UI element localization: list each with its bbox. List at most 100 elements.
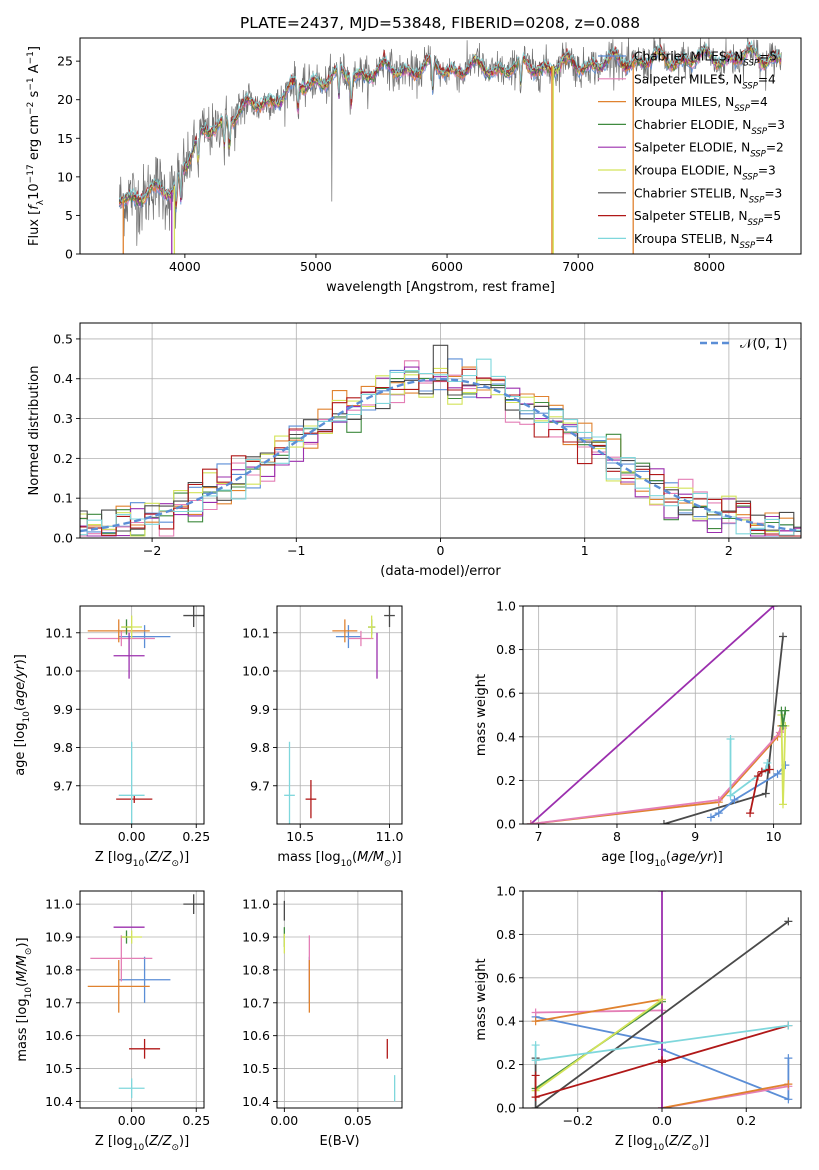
z-weight-xtick-label: 0.2	[736, 1113, 756, 1128]
mass-age-plot	[284, 606, 395, 824]
legend-label: Kroupa ELODIE, NSSP=3	[634, 164, 776, 183]
age-weight-marker	[706, 813, 715, 822]
age-weight-ytick-label: 0.2	[496, 773, 516, 788]
age-weight-marker	[714, 809, 723, 818]
age-weight-marker	[769, 606, 778, 610]
z-age-xlabel: Z [log10(Z/Z⊙)]	[95, 850, 189, 869]
age-weight-xtick-label: 10	[766, 829, 782, 844]
age-weight-marker	[526, 820, 535, 824]
mass-age-ytick-label: 9.8	[250, 740, 270, 755]
mass-age-point	[332, 619, 358, 643]
residuals-xtick-label: 2	[725, 543, 733, 558]
age-weight-xtick-label: 8	[613, 829, 621, 844]
z-weight-marker	[784, 1021, 793, 1030]
z-mass-axes	[80, 891, 204, 1108]
age-weight-xtick-label: 7	[535, 829, 543, 844]
age-weight-spine	[522, 605, 802, 825]
age-weight-marker	[730, 796, 739, 805]
legend-label: Chabrier STELIB, NSSP=3	[634, 186, 782, 205]
spectrum-ytick-label: 5	[65, 208, 73, 223]
mass-age-spine	[276, 605, 403, 825]
spectrum-spine	[79, 37, 802, 255]
z-age-point	[116, 795, 153, 803]
residuals-ytick-label: 0.0	[53, 531, 73, 546]
residual-histogram	[80, 360, 801, 537]
ebv-mass-ytick-label: 10.8	[242, 962, 270, 977]
mass-age-ytick-label: 10.0	[242, 664, 270, 679]
mass-age-point	[384, 606, 395, 628]
age-weight-marker	[763, 758, 772, 767]
age-weight-marker	[659, 820, 668, 824]
z-age-point	[118, 625, 171, 649]
z-mass-point	[121, 930, 142, 944]
z-weight-ytick-label: 0.8	[496, 927, 516, 942]
spectrum-xtick-label: 7000	[562, 259, 594, 274]
z-age-point	[118, 741, 145, 824]
z-weight-ytick-label: 0.4	[496, 1014, 516, 1029]
ebv-mass-xlabel: E(B-V)	[319, 1134, 359, 1149]
z-weight-plot	[531, 891, 793, 1108]
age-weight-xtick-label: 9	[691, 829, 699, 844]
age-weight-marker	[778, 632, 787, 641]
mass-age-point	[335, 625, 361, 649]
age-weight-ytick-label: 0.6	[496, 686, 516, 701]
mass-age-axes	[277, 606, 402, 824]
z-weight-frame: −0.2 0.0 0.2 0.0 0.2 0.4 0.6 0.8 1.0 Z [log10(Z/Z…	[474, 884, 802, 1153]
z-weight-marker	[784, 917, 793, 926]
z-mass-point	[118, 956, 171, 1003]
mass-age-point	[284, 741, 295, 824]
z-age-frame: 0.00 0.25 9.7 9.8 9.9 10.0 10.1 Z [log10(Z/Z⊙)]…	[13, 605, 210, 869]
z-mass-spine	[79, 890, 205, 1109]
spectrum-xtick-label: 8000	[693, 259, 725, 274]
age-weight-series-line	[530, 606, 775, 824]
ebv-mass-ytick-label: 10.9	[242, 930, 270, 945]
z-weight-marker	[784, 1080, 793, 1089]
z-mass-ytick-label: 10.9	[45, 930, 73, 945]
z-weight-ytick-label: 0.2	[496, 1057, 516, 1072]
z-mass-plot	[87, 894, 204, 1099]
z-age-xtick-label: 0.25	[182, 829, 210, 844]
legend-label: Salpeter STELIB, NSSP=5	[634, 209, 781, 228]
residuals-xtick-label: −2	[143, 543, 161, 558]
z-age-plot	[87, 606, 204, 824]
z-age-ytick-label: 9.8	[53, 740, 73, 755]
mass-age-point	[305, 780, 317, 819]
ebv-mass-frame: 0.00 0.05 10.4 10.5 10.6 10.7 10.8 10.9 11.0 E(B-…	[242, 890, 403, 1149]
z-mass-xtick-label: 0.25	[182, 1113, 210, 1128]
z-weight-marker	[531, 1008, 540, 1017]
residuals-ytick-label: 0.4	[53, 371, 73, 386]
age-weight-marker	[765, 765, 774, 774]
mass-age-xtick-label: 11.0	[376, 829, 404, 844]
z-mass-ytick-label: 10.4	[45, 1094, 73, 1109]
spectrum-model-line	[118, 39, 782, 203]
age-weight-series-line	[749, 768, 770, 814]
z-weight-xtick-label: 0.0	[652, 1113, 672, 1128]
ebv-mass-ytick-label: 10.4	[242, 1094, 270, 1109]
age-weight-frame: 7 8 9 10 0.0 0.2 0.4 0.6 0.8 1.0 age [log10(age/yr…	[474, 599, 802, 869]
z-weight-ytick-label: 0.6	[496, 970, 516, 985]
age-weight-ytick-label: 0.8	[496, 642, 516, 657]
z-weight-marker	[531, 1104, 540, 1108]
ebv-mass-xtick-label: 0.00	[270, 1113, 298, 1128]
age-weight-ytick-label: 1.0	[496, 599, 516, 614]
residual-histogram	[80, 366, 801, 537]
residuals-legend: 𝒩(0, 1)	[700, 337, 787, 352]
residuals-xtick-label: 1	[581, 543, 589, 558]
z-weight-marker	[784, 1095, 793, 1104]
ebv-mass-ytick-label: 10.7	[242, 995, 270, 1010]
z-weight-ytick-label: 1.0	[496, 884, 516, 899]
residual-histogram	[80, 358, 801, 537]
z-age-ytick-label: 9.9	[53, 702, 73, 717]
ebv-mass-xtick-label: 0.05	[344, 1113, 372, 1128]
age-weight-marker	[753, 772, 762, 781]
age-weight-marker	[726, 791, 735, 800]
legend-label: Chabrier MILES, NSSP=5	[634, 50, 777, 69]
spectrum-frame: 4000 5000 6000 7000 8000 0 5 10 15 20 25 wavelength…	[26, 37, 802, 295]
z-age-point	[87, 619, 150, 643]
z-weight-xlabel: Z [log10(Z/Z⊙)]	[615, 1134, 709, 1153]
z-weight-ylabel: mass weight	[474, 958, 489, 1040]
legend-label: Kroupa MILES, NSSP=4	[634, 95, 768, 114]
age-weight-marker	[778, 721, 787, 730]
z-age-xtick-label: 0.00	[118, 829, 146, 844]
z-mass-ytick-label: 10.8	[45, 962, 73, 977]
